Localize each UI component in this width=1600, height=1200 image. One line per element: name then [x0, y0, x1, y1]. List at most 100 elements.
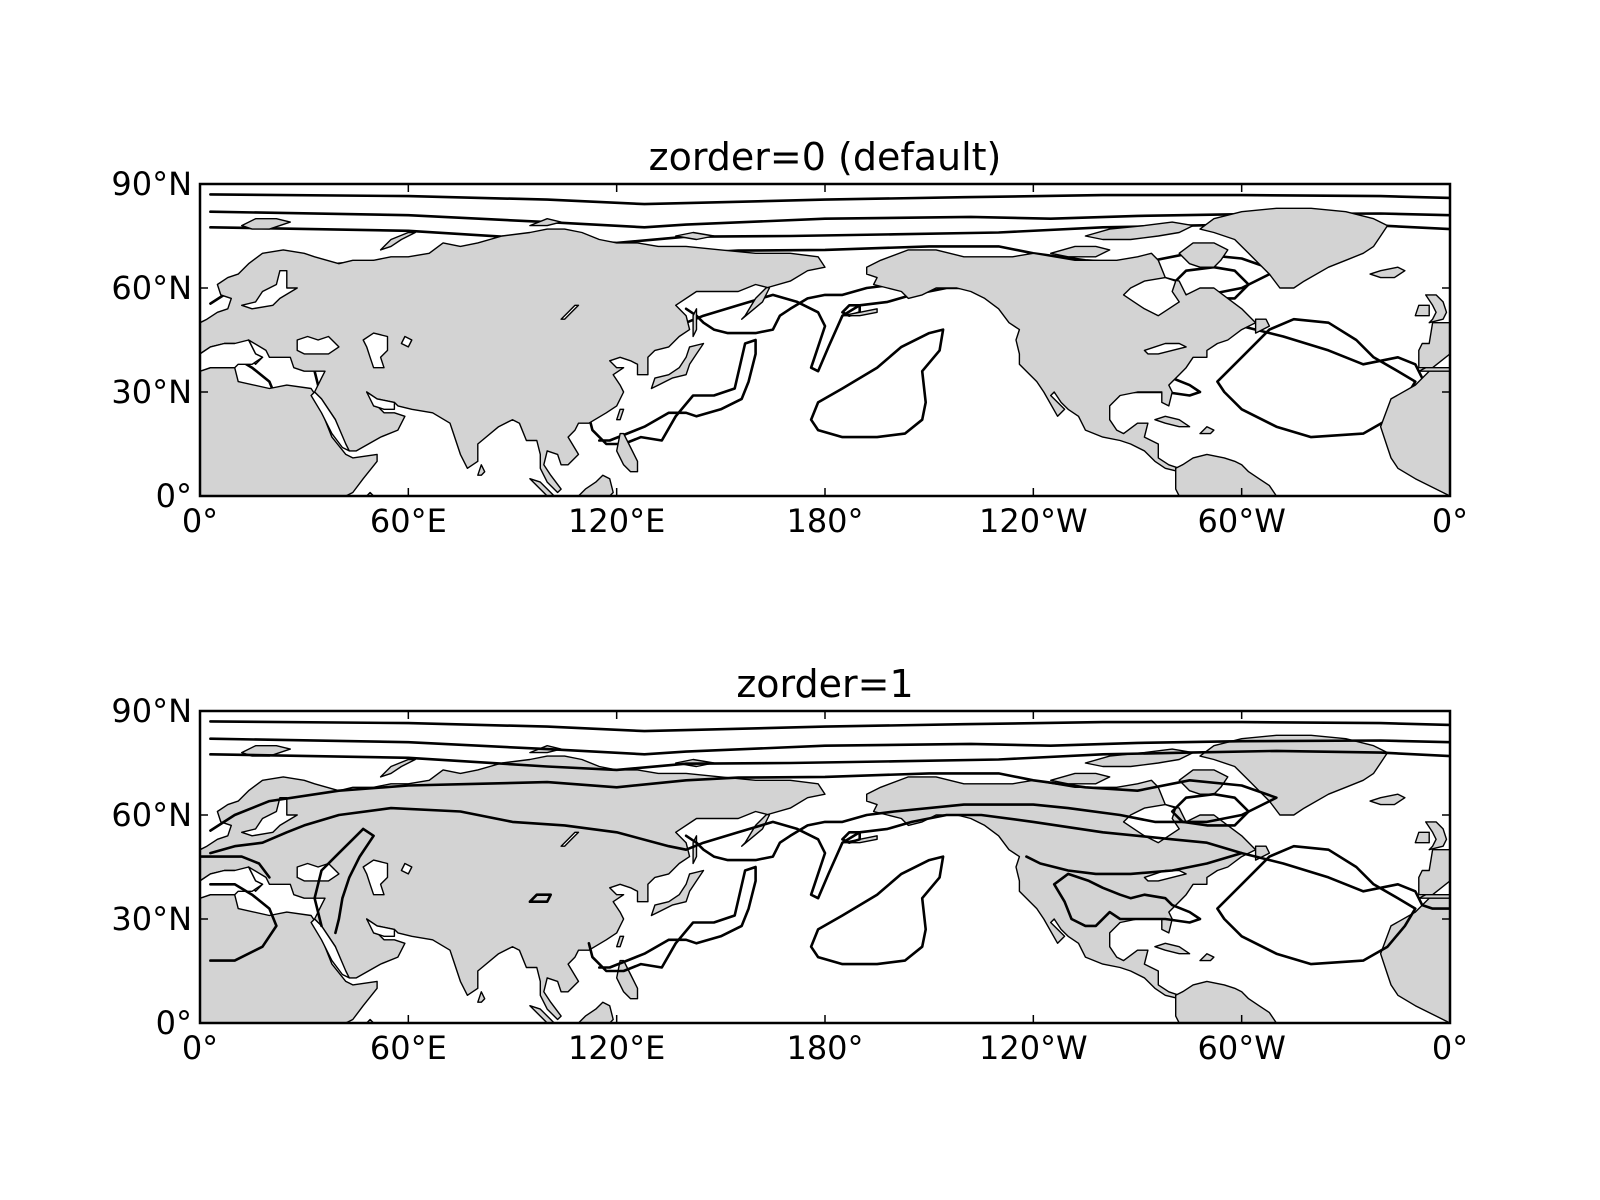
x-tick-label: 120°E	[568, 502, 665, 540]
contour-mid-1	[209, 772, 1278, 862]
contour-pac-1	[587, 338, 757, 446]
land-severnaya	[529, 218, 562, 227]
land-japan	[650, 869, 705, 917]
contour-trop-1	[209, 883, 278, 962]
water-red-sea	[310, 918, 350, 979]
x-tick-label: 120°W	[979, 502, 1088, 540]
contour-mid-3	[200, 855, 271, 879]
water-caspian-sea	[362, 859, 389, 896]
water-hudson-bay	[1122, 803, 1180, 844]
contour-pac-closed	[809, 855, 945, 966]
water-persian-gulf	[366, 918, 396, 937]
contour-asia-small	[528, 893, 552, 903]
land-ireland	[1414, 304, 1430, 317]
y-tick-label: 0°	[156, 1004, 192, 1042]
land-hispaniola	[1199, 426, 1215, 435]
land-layer	[200, 734, 1450, 1023]
x-tick-label: 60°W	[1197, 1029, 1285, 1067]
land-alaska-islands	[841, 308, 878, 317]
water-red-sea	[310, 391, 350, 452]
x-tick-label: 120°W	[979, 1029, 1088, 1067]
panel-title: zorder=1	[736, 662, 913, 706]
land-cuba	[1154, 942, 1191, 955]
land-newfoundland	[1254, 318, 1271, 334]
water-caspian-sea	[362, 332, 389, 369]
x-tick-label: 0°	[182, 502, 218, 540]
land-great-britain	[1425, 294, 1448, 324]
water-persian-gulf	[366, 391, 396, 410]
land-layer	[200, 207, 1450, 496]
land-taiwan	[616, 408, 625, 421]
land-svalbard	[241, 218, 291, 230]
panel-title: zorder=0 (default)	[649, 135, 1002, 179]
y-tick-label: 60°N	[111, 796, 192, 834]
land-novaya-zemlya	[379, 758, 416, 778]
land-north-america	[866, 249, 1257, 473]
land-scandinavia-wrap	[1418, 322, 1450, 369]
contour-layer	[200, 720, 1450, 973]
land-cuba	[1154, 415, 1191, 428]
contour-polar-1	[209, 193, 1450, 206]
x-tick-label: 120°E	[568, 1029, 665, 1067]
land-great-britain	[1425, 821, 1448, 851]
land-philippines	[616, 432, 639, 473]
y-tick-label: 30°N	[111, 373, 192, 411]
contour-hudson-low	[1170, 792, 1250, 827]
land-sakhalin	[692, 308, 698, 338]
land-taiwan	[616, 935, 625, 948]
land-victoria-island	[1050, 772, 1111, 785]
map-content	[200, 720, 1450, 1023]
x-tick-label: 180°	[786, 1029, 863, 1067]
land-west-africa-wrap	[1379, 370, 1450, 496]
land-north-america	[866, 776, 1257, 1000]
water-black-sea	[296, 335, 340, 355]
land-iceland	[1369, 266, 1406, 279]
land-borneo-top	[577, 474, 614, 496]
land-sri-lanka	[477, 464, 486, 476]
water-black-sea	[296, 862, 340, 882]
land-iceland	[1369, 793, 1406, 806]
x-tick-label: 60°E	[370, 1029, 447, 1067]
water-baltic-sea	[241, 797, 298, 837]
land-new-siberian	[675, 231, 715, 241]
y-tick-label: 0°	[156, 477, 192, 515]
land-baffin	[1178, 242, 1229, 268]
x-tick-label: 180°	[786, 502, 863, 540]
map-panel-zorder-1: zorder=1 0° 60°E 120°E 180° 120°W 60°W 0° 90°N 60…	[111, 662, 1468, 1067]
water-mediterranean-gap	[200, 339, 264, 372]
y-tick-label: 90°N	[111, 692, 192, 730]
contour-pac-1	[587, 865, 757, 973]
contour-ridge-1	[313, 827, 375, 935]
contour-pac-small-low	[841, 831, 861, 844]
land-ireland	[1414, 831, 1430, 844]
water-baltic-sea	[241, 270, 298, 310]
y-tick-label: 90°N	[111, 165, 192, 203]
contour-na-trough	[1052, 872, 1202, 928]
x-tick-label: 60°W	[1197, 502, 1285, 540]
land-south-america	[1175, 453, 1278, 496]
land-west-africa-wrap	[1379, 897, 1450, 1023]
water-great-lakes	[1143, 342, 1187, 355]
y-tick-label: 60°N	[111, 269, 192, 307]
contour-pac-closed	[809, 328, 945, 439]
y-tick-label: 30°N	[111, 900, 192, 938]
land-arctic-islands	[1084, 221, 1194, 241]
water-hudson-bay	[1122, 276, 1180, 317]
contour-atl-closed	[1216, 844, 1417, 966]
contour-mid-2	[209, 806, 1450, 910]
water-aral-sea	[400, 862, 413, 875]
land-scandinavia-wrap	[1418, 849, 1450, 896]
x-tick-label: 0°	[1432, 502, 1468, 540]
map-content	[200, 193, 1450, 496]
contour-atl-closed	[1216, 317, 1417, 439]
land-south-america	[1175, 980, 1278, 1023]
map-panel-zorder-0: zorder=0 (default) 0° 60°E 120°E 180° 120°W 60…	[111, 135, 1468, 540]
land-japan	[650, 342, 705, 390]
x-tick-label: 0°	[1432, 1029, 1468, 1067]
contour-na-ridge	[1025, 851, 1243, 876]
land-sri-lanka	[477, 991, 486, 1003]
land-hispaniola	[1199, 953, 1215, 962]
water-lake-baikal	[560, 304, 580, 320]
contour-polar-3	[209, 749, 1450, 772]
